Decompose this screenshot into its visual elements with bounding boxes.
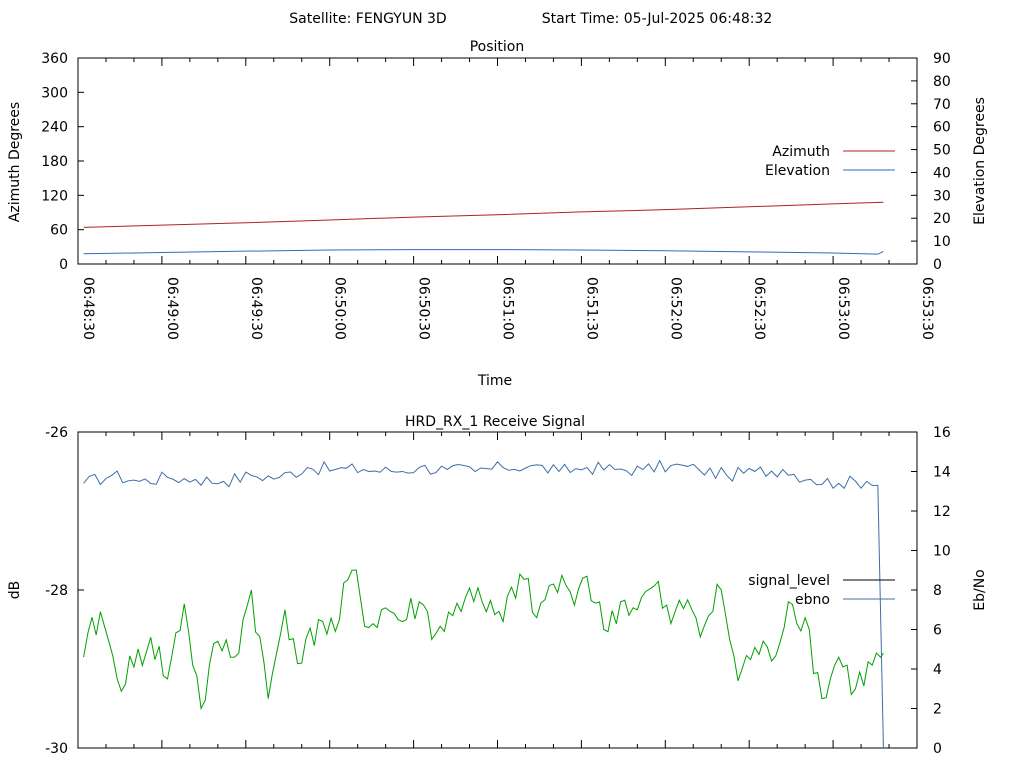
legend-signal-level-label: signal_level <box>748 573 830 589</box>
signal-y2-tick-label: 2 <box>933 702 942 718</box>
position-plot-frame <box>77 57 918 265</box>
position-x-tick-label: 06:52:00 <box>667 277 683 340</box>
signal-y-axis-label: dB <box>7 581 23 600</box>
position-x-tick-label: 06:51:00 <box>500 277 516 340</box>
position-y2-tick-label: 80 <box>933 74 951 90</box>
signal-y2-tick-label: 16 <box>933 425 951 441</box>
position-y2-tick-label: 40 <box>933 165 951 181</box>
position-y-tick-label: 0 <box>59 257 68 273</box>
signal-y2-tick-label: 0 <box>933 741 942 757</box>
signal-y2-tick-label: 8 <box>933 583 942 599</box>
azimuth-series-line <box>83 201 884 228</box>
elevation-series-line <box>83 249 884 255</box>
position-y-tick-label: 360 <box>41 51 68 67</box>
position-x-tick-label: 06:52:30 <box>751 277 767 340</box>
signal-y2-tick-label: 14 <box>933 465 951 481</box>
position-x-tick-label: 06:53:30 <box>919 277 935 340</box>
legend-elevation-label: Elevation <box>765 163 830 179</box>
position-y2-tick-label: 0 <box>933 257 942 273</box>
signal-y2-tick-label: 12 <box>933 504 951 520</box>
position-y-tick-label: 120 <box>41 188 68 204</box>
position-y-tick-label: 60 <box>50 223 68 239</box>
position-y-axis-label: Azimuth Degrees <box>7 102 23 222</box>
position-y2-tick-label: 10 <box>933 234 951 250</box>
position-y2-tick-label: 70 <box>933 97 951 113</box>
position-x-tick-label: 06:49:00 <box>164 277 180 340</box>
position-x-tick-label: 06:49:30 <box>248 277 264 340</box>
position-x-tick-label: 06:51:30 <box>583 277 599 340</box>
position-y2-tick-label: 90 <box>933 51 951 67</box>
start-time-label: Start Time: 05-Jul-2025 06:48:32 <box>542 11 773 27</box>
legend-azimuth-label: Azimuth <box>772 144 830 160</box>
signal-chart-title: HRD_RX_1 Receive Signal <box>405 414 585 430</box>
green-signal-series-line <box>83 569 884 711</box>
position-chart-title: Position <box>470 39 525 55</box>
signal-y2-tick-label: 10 <box>933 544 951 560</box>
position-y2-tick-label: 20 <box>933 211 951 227</box>
position-x-axis-label: Time <box>477 373 512 389</box>
signal-y-tick-label: -30 <box>45 741 68 757</box>
chart-marks: 060120180240300360010203040506070809006:… <box>41 51 951 757</box>
position-y-tick-label: 180 <box>41 154 68 170</box>
signal-y-tick-label: -26 <box>45 425 68 441</box>
signal-y-tick-label: -28 <box>45 583 68 599</box>
position-x-tick-label: 06:48:30 <box>80 277 96 340</box>
position-x-tick-label: 06:50:00 <box>332 277 348 340</box>
signal-y2-tick-label: 4 <box>933 662 942 678</box>
signal-y2-tick-label: 6 <box>933 623 942 639</box>
position-x-tick-label: 06:50:30 <box>416 277 432 340</box>
legend-ebno-label: ebno <box>795 592 830 608</box>
position-y2-tick-label: 50 <box>933 143 951 159</box>
position-y-tick-label: 240 <box>41 120 68 136</box>
position-y-tick-label: 300 <box>41 85 68 101</box>
position-y2-axis-label: Elevation Degrees <box>972 97 988 225</box>
position-y2-tick-label: 30 <box>933 188 951 204</box>
ebno-series-line <box>83 459 884 749</box>
satellite-label: Satellite: FENGYUN 3D <box>289 11 446 27</box>
position-x-tick-label: 06:53:00 <box>835 277 851 340</box>
signal-y2-axis-label: Eb/No <box>972 569 988 611</box>
signal-plot-frame <box>77 431 918 749</box>
position-y2-tick-label: 60 <box>933 120 951 136</box>
